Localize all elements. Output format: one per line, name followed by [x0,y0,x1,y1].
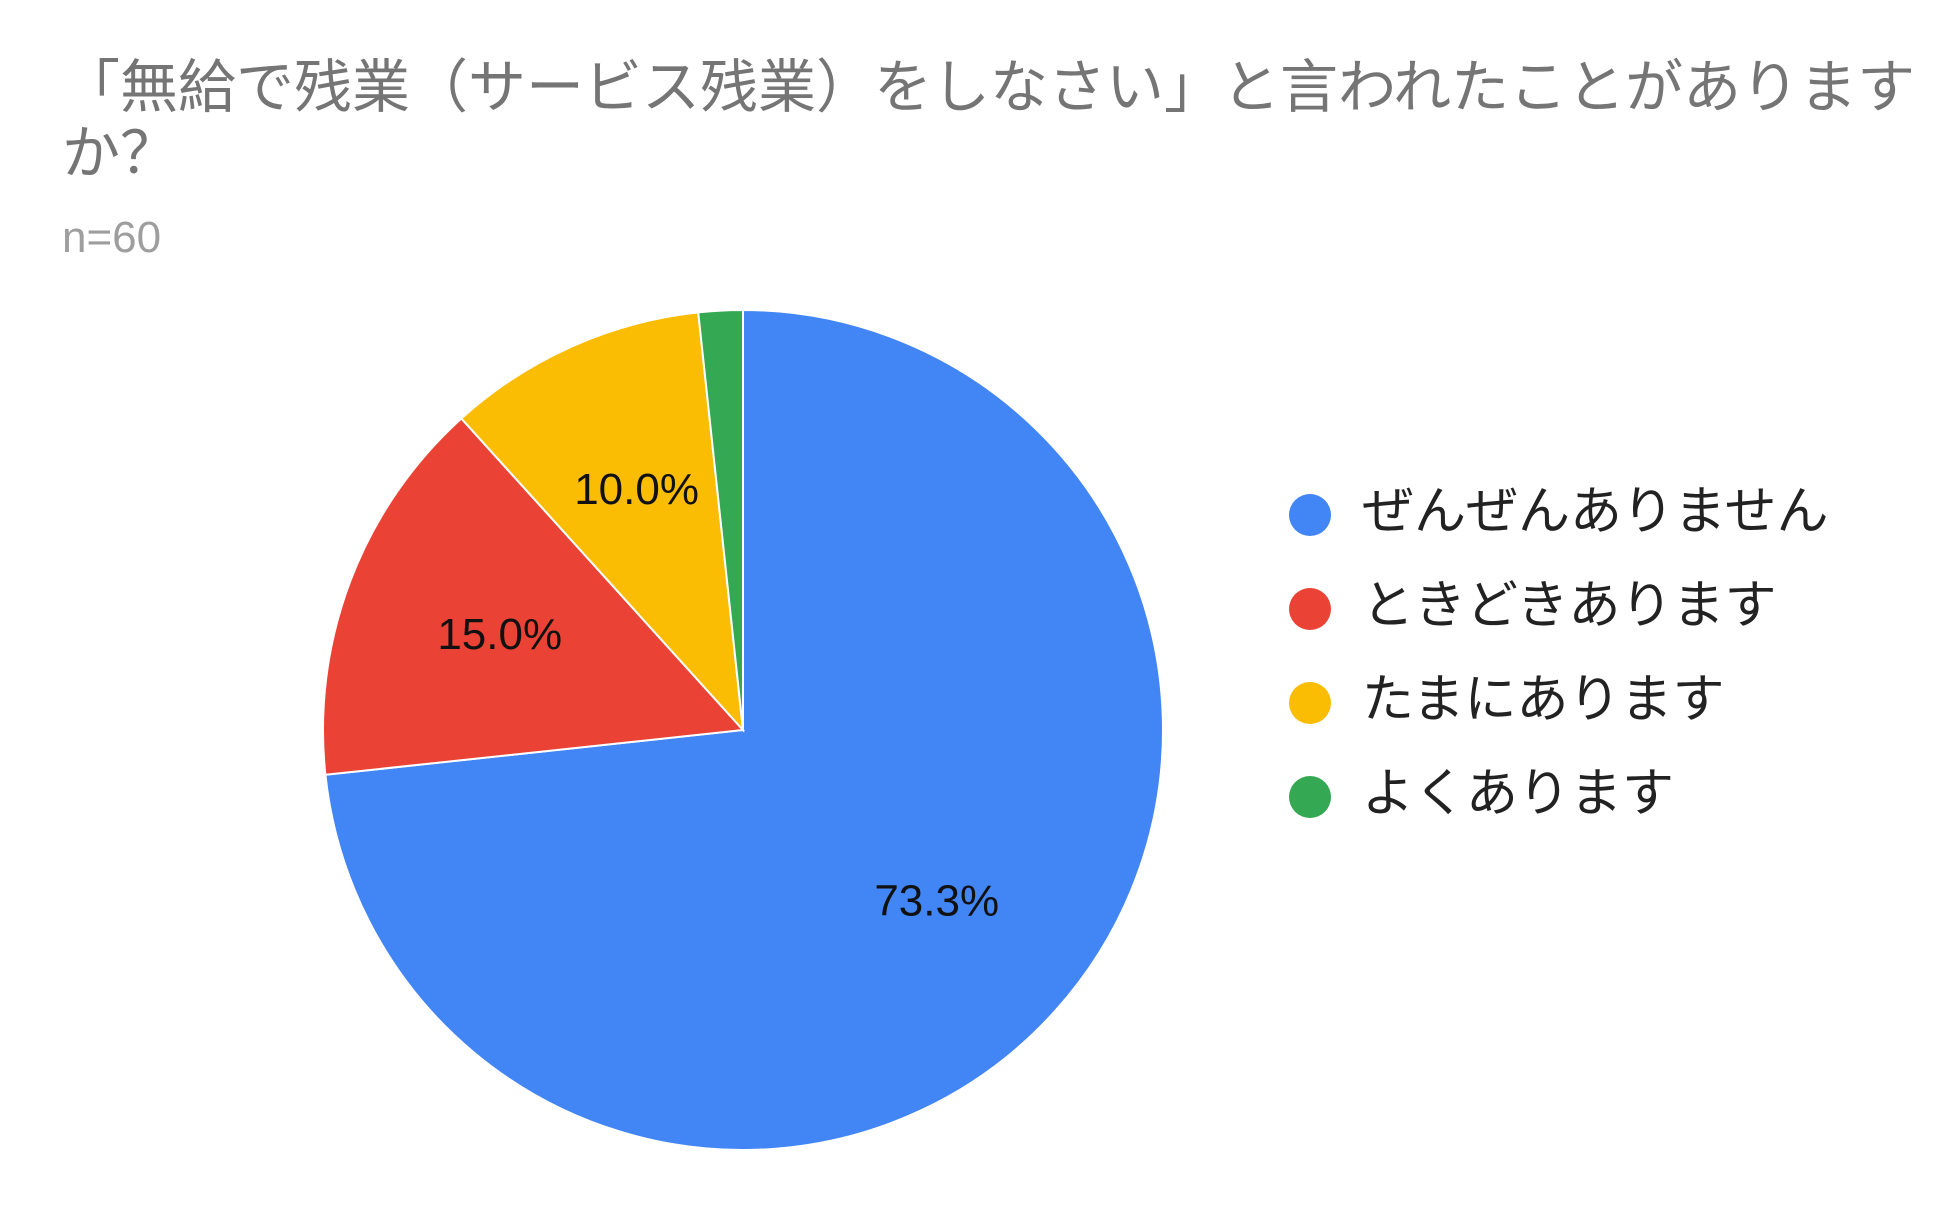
pie-data-label-2: 15.0% [437,610,562,659]
legend-marker-3 [1289,682,1331,724]
legend-label-1: ぜんぜんありません [1362,482,1828,542]
legend-marker-1 [1289,494,1331,536]
pie-slices [322,308,1164,1151]
pie-data-labels: 73.3% 15.0% 10.0% [437,465,999,926]
legend-marker-2 [1289,588,1331,630]
pie-slice-4 [697,308,744,731]
chart-title: 「無給で残業（サービス残業）をしなさい」と言われたことがありますか？ [62,53,1916,187]
legend-label-4: よくあります [1362,764,1674,824]
legend-label-3: たまにあります [1362,670,1724,730]
pie-data-label-3: 10.0% [574,465,699,514]
legend-label-2: ときどきあります [1362,576,1776,636]
pie-slice-3 [459,311,745,733]
pie-data-label-1: 73.3% [874,877,999,926]
pie-slice-2 [322,417,746,776]
chart-subtitle: n=60 [62,213,162,262]
legend-marker-4 [1289,776,1331,818]
